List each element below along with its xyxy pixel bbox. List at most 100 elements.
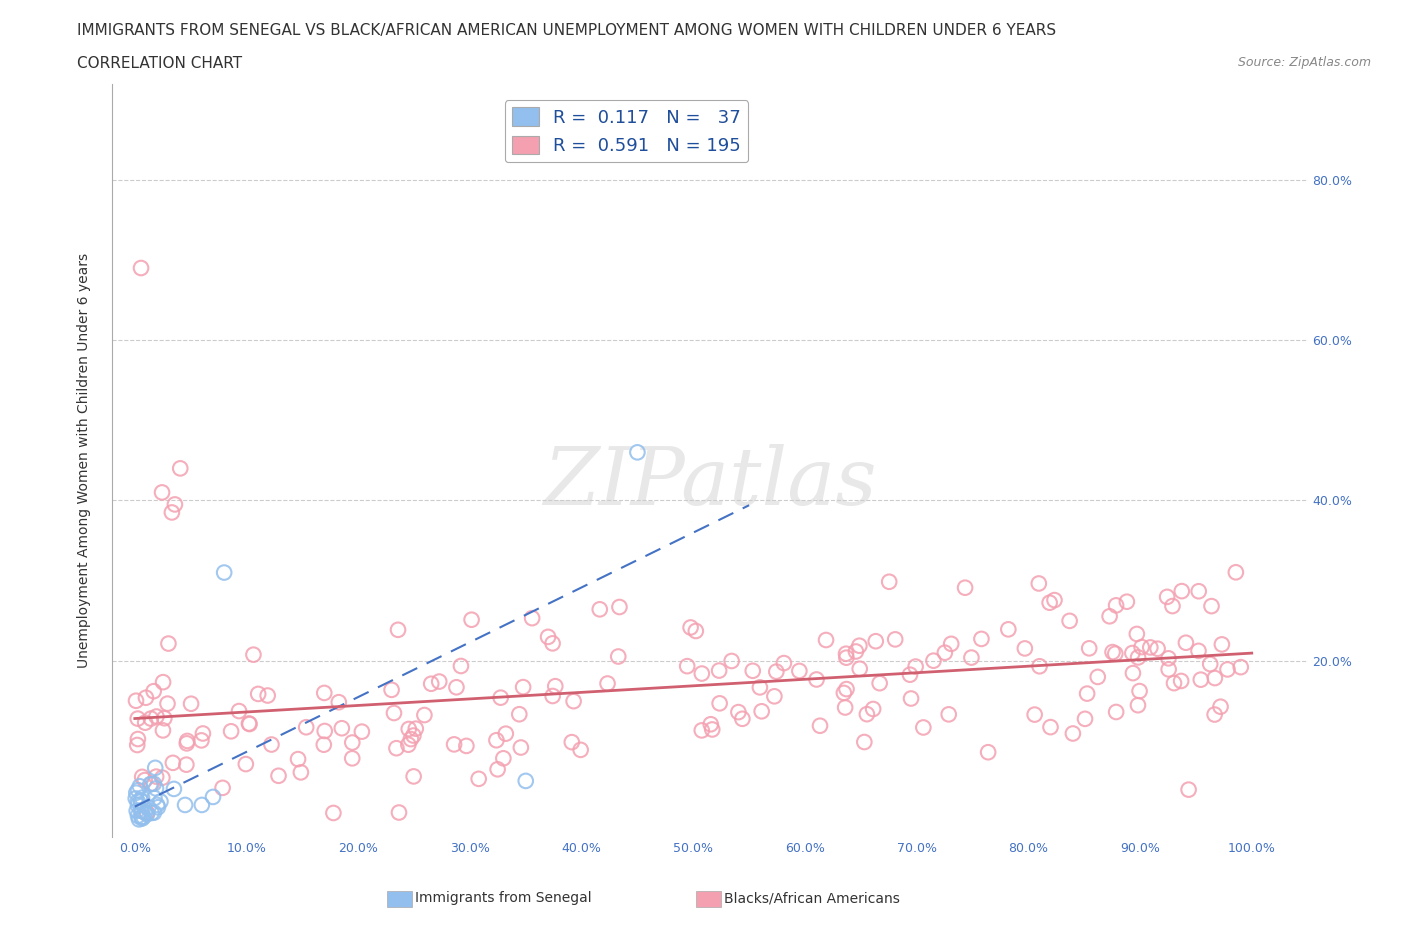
Point bbox=[143, 761, 166, 776]
Point bbox=[607, 649, 630, 664]
Point bbox=[141, 777, 163, 791]
Point bbox=[125, 791, 148, 806]
Point bbox=[1028, 658, 1050, 673]
Point bbox=[1059, 614, 1081, 629]
Text: CORRELATION CHART: CORRELATION CHART bbox=[77, 56, 242, 71]
Point bbox=[1225, 565, 1247, 579]
Point bbox=[679, 620, 702, 635]
Point bbox=[413, 708, 436, 723]
Point bbox=[848, 638, 870, 653]
Point bbox=[127, 794, 149, 809]
Point bbox=[1074, 711, 1097, 726]
Legend: R =  0.117   N =   37, R =  0.591   N = 195: R = 0.117 N = 37, R = 0.591 N = 195 bbox=[505, 100, 748, 163]
Point bbox=[443, 737, 465, 751]
Point bbox=[748, 680, 770, 695]
Point bbox=[1229, 659, 1251, 674]
Point bbox=[169, 461, 191, 476]
Point bbox=[350, 724, 373, 739]
Point bbox=[934, 645, 956, 660]
Point bbox=[1105, 598, 1128, 613]
Point bbox=[1189, 672, 1212, 687]
Point bbox=[228, 704, 250, 719]
Point bbox=[1211, 637, 1233, 652]
Point bbox=[163, 781, 186, 796]
Point bbox=[904, 659, 927, 674]
Point bbox=[398, 722, 420, 737]
Point bbox=[127, 808, 149, 823]
Point bbox=[1128, 684, 1150, 698]
Point bbox=[1174, 635, 1197, 650]
Point bbox=[125, 785, 148, 800]
Point bbox=[1216, 662, 1239, 677]
Point bbox=[145, 781, 167, 796]
Point bbox=[537, 630, 560, 644]
Point bbox=[174, 798, 197, 813]
Point bbox=[685, 623, 707, 638]
Point bbox=[1130, 640, 1153, 655]
Point bbox=[953, 580, 976, 595]
Point bbox=[1201, 599, 1223, 614]
Point bbox=[1105, 705, 1128, 720]
Point bbox=[898, 667, 921, 682]
Point bbox=[1104, 646, 1126, 661]
Point bbox=[127, 732, 149, 747]
Point bbox=[1122, 666, 1144, 681]
Point bbox=[856, 707, 879, 722]
Point bbox=[136, 806, 159, 821]
Point bbox=[970, 631, 993, 646]
Point bbox=[1098, 609, 1121, 624]
Point bbox=[938, 707, 960, 722]
Point bbox=[690, 723, 713, 737]
Point bbox=[150, 770, 173, 785]
Point bbox=[256, 688, 278, 703]
Point bbox=[127, 783, 149, 798]
Point bbox=[157, 636, 180, 651]
Text: ZIPatlas: ZIPatlas bbox=[543, 445, 877, 522]
Text: Immigrants from Senegal: Immigrants from Senegal bbox=[415, 891, 592, 906]
Point bbox=[765, 664, 787, 679]
Point bbox=[141, 805, 163, 820]
Point bbox=[877, 575, 900, 590]
Point bbox=[1156, 590, 1178, 604]
Point bbox=[138, 800, 160, 815]
Point bbox=[1121, 645, 1143, 660]
Point bbox=[1062, 726, 1084, 741]
Point bbox=[342, 735, 364, 750]
Point bbox=[763, 689, 786, 704]
Point bbox=[142, 777, 165, 791]
Point bbox=[1039, 720, 1062, 735]
Point bbox=[1161, 599, 1184, 614]
Point bbox=[131, 769, 153, 784]
Point bbox=[541, 688, 564, 703]
Point bbox=[960, 650, 983, 665]
Point bbox=[702, 722, 724, 737]
Point bbox=[562, 694, 585, 709]
Point bbox=[569, 742, 592, 757]
Point bbox=[152, 723, 174, 737]
Point bbox=[176, 734, 198, 749]
Point bbox=[446, 680, 468, 695]
Point bbox=[131, 790, 153, 805]
Point bbox=[1163, 676, 1185, 691]
Point bbox=[314, 685, 336, 700]
Point bbox=[561, 735, 583, 750]
Point bbox=[1157, 662, 1180, 677]
Point bbox=[139, 777, 162, 791]
Point bbox=[834, 700, 856, 715]
Point bbox=[247, 686, 270, 701]
Point bbox=[129, 793, 152, 808]
Point bbox=[267, 768, 290, 783]
Point bbox=[134, 715, 156, 730]
Point bbox=[399, 732, 422, 747]
Point bbox=[382, 706, 405, 721]
Point bbox=[212, 565, 235, 580]
Point bbox=[1157, 651, 1180, 666]
Point bbox=[295, 720, 318, 735]
Point bbox=[146, 798, 169, 813]
Text: IMMIGRANTS FROM SENEGAL VS BLACK/AFRICAN AMERICAN UNEMPLOYMENT AMONG WOMEN WITH : IMMIGRANTS FROM SENEGAL VS BLACK/AFRICAN… bbox=[77, 23, 1056, 38]
Point bbox=[544, 679, 567, 694]
Point bbox=[485, 733, 508, 748]
Point bbox=[1204, 707, 1226, 722]
Point bbox=[405, 722, 427, 737]
Point bbox=[460, 612, 482, 627]
